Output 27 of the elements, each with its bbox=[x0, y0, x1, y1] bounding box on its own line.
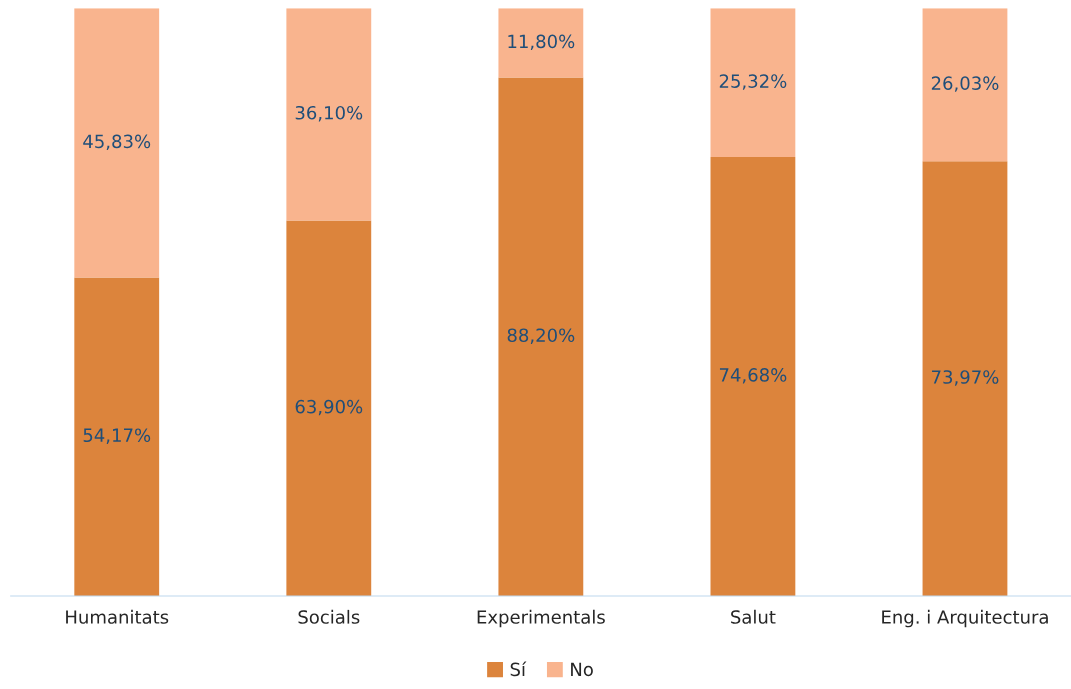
x-tick-label: Humanitats bbox=[66, 609, 169, 624]
data-label: 73,97% bbox=[932, 370, 999, 386]
data-label: 88,20% bbox=[507, 328, 575, 344]
data-label: 26,03% bbox=[931, 76, 999, 92]
legend-label: No bbox=[571, 662, 593, 677]
bar bbox=[498, 77, 584, 596]
data-label: 63,90% bbox=[295, 399, 363, 416]
bar bbox=[710, 157, 796, 596]
bar bbox=[74, 8, 160, 278]
bar bbox=[286, 220, 372, 596]
data-label: 74,68% bbox=[719, 368, 787, 384]
data-label: 25,32% bbox=[719, 74, 787, 90]
data-label: 45,83% bbox=[83, 134, 151, 151]
bar bbox=[922, 161, 1008, 596]
x-tick-label: Eng. i Arquitectura bbox=[882, 609, 1048, 628]
bar bbox=[710, 8, 796, 158]
bar bbox=[74, 277, 160, 596]
bar bbox=[498, 8, 584, 78]
data-label: 11,80% bbox=[508, 34, 575, 51]
x-tick-label: Salut bbox=[731, 609, 776, 624]
legend-label: Sí bbox=[510, 661, 527, 677]
x-tick-label: Socials bbox=[298, 609, 360, 624]
data-label: 36,10% bbox=[295, 105, 363, 122]
bar bbox=[286, 8, 372, 221]
data-label: 54,17% bbox=[83, 428, 151, 444]
x-tick-label: Experimentals bbox=[477, 609, 605, 628]
bar bbox=[922, 8, 1008, 162]
